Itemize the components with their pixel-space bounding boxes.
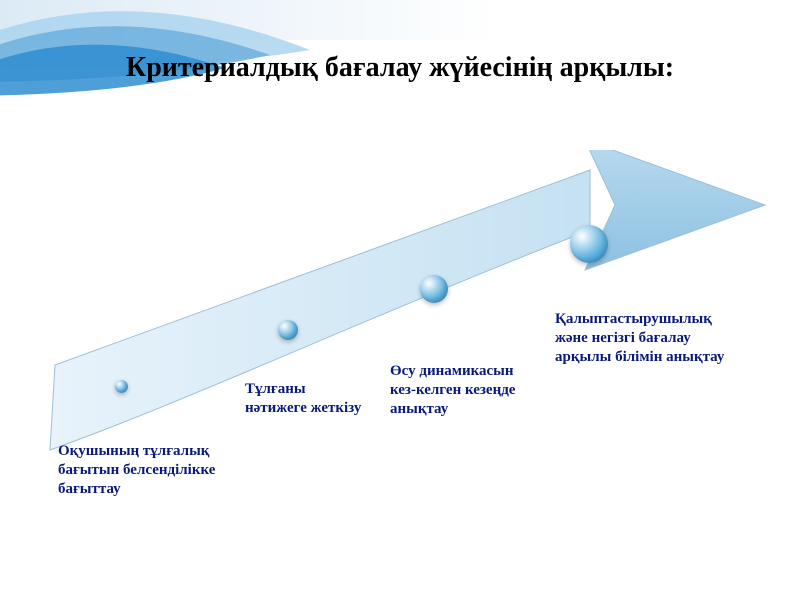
step-label-4: Қалыптастырушылық және негізгі бағалау а…: [555, 310, 730, 368]
step-label-2: Тұлғаны нәтижеге жеткізу: [245, 380, 365, 418]
slide: Критериалдық бағалау жүйесінің арқылы: О…: [0, 0, 800, 600]
step-dot-2: [278, 320, 298, 340]
step-dot-3: [420, 275, 448, 303]
step-label-3: Өсу динамикасын кез-келген кезеңде анықт…: [390, 362, 540, 420]
step-dot-4: [570, 225, 608, 263]
step-label-1: Оқушының тұлғалық бағытын белсенділікке …: [58, 442, 233, 500]
slide-title: Критериалдық бағалау жүйесінің арқылы:: [0, 50, 800, 85]
step-dot-1: [115, 380, 128, 393]
